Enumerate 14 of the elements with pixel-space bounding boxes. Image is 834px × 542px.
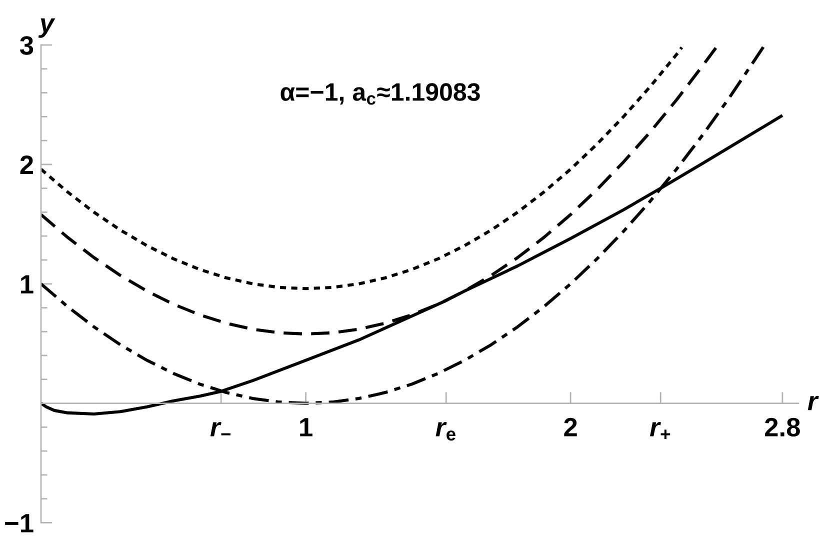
x-tick-label: r$_{+}$ xyxy=(650,422,670,439)
x-tick-label: 2.8 xyxy=(764,418,800,437)
y-tick-label: 2 xyxy=(20,156,33,174)
x-tick-label: 2 xyxy=(564,418,577,436)
line-series xyxy=(41,46,684,290)
y-tick-label: 1 xyxy=(21,275,34,294)
x-tick-label: r$_{−}$ xyxy=(210,422,231,436)
x-tick-label: 1 xyxy=(300,418,312,436)
y-tick-label: −1 xyxy=(5,514,34,532)
x-tick-label: r$_{e}$ xyxy=(436,422,456,441)
y-axis-title: y xyxy=(38,18,56,38)
y-tick-label: 3 xyxy=(20,36,34,55)
x-axis-title: r xyxy=(808,396,819,410)
annotation: α=−1, a$_{c}$≈1.19083 xyxy=(280,83,480,105)
